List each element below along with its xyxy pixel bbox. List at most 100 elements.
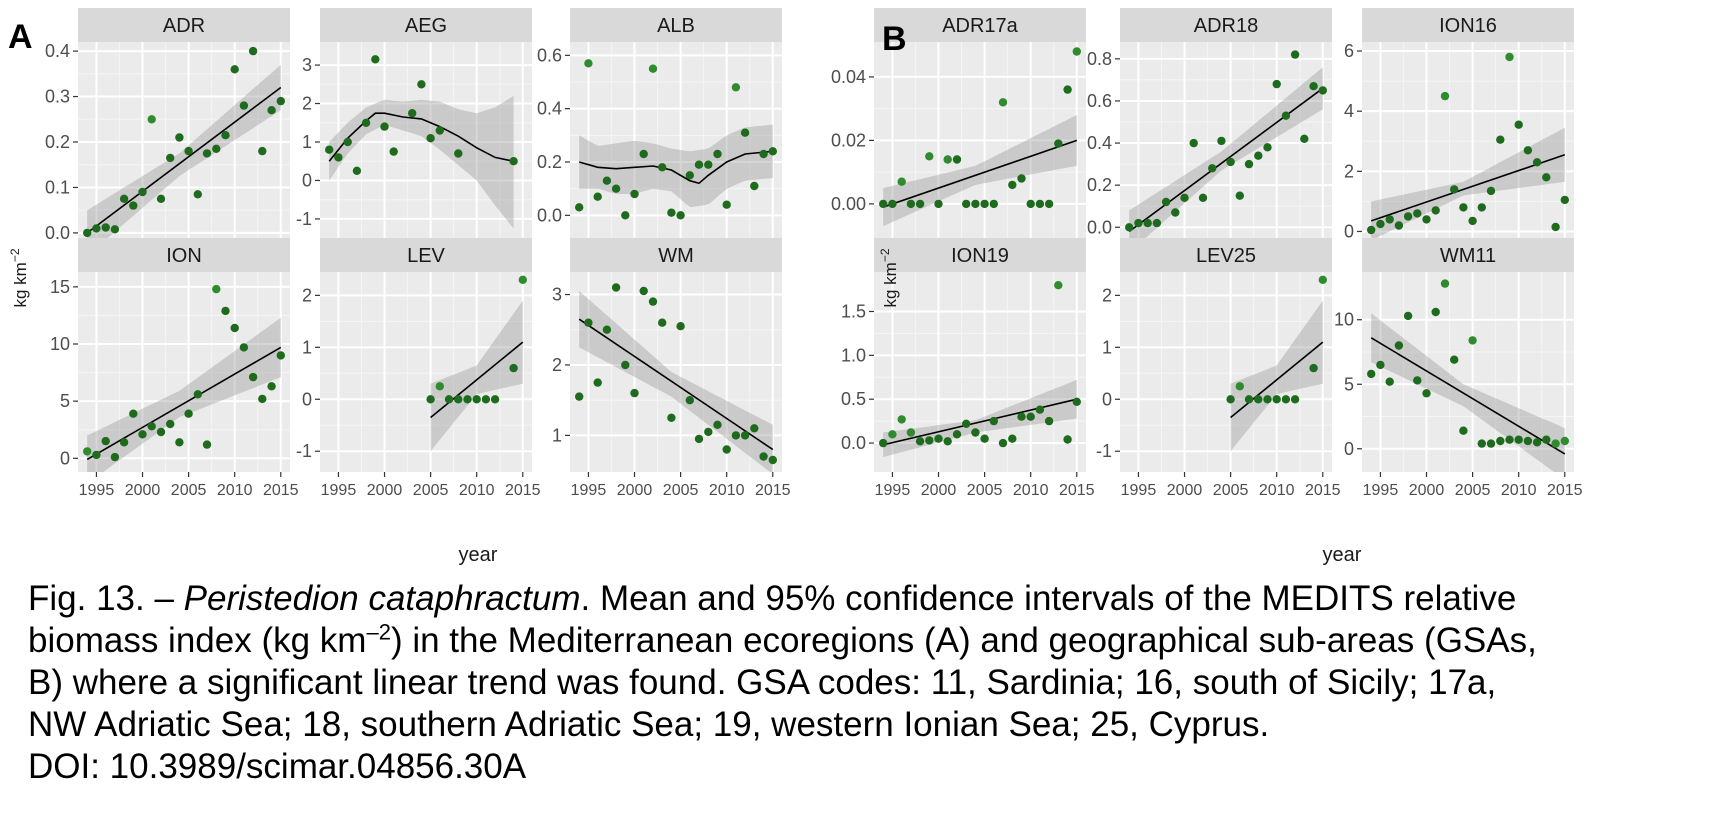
data-point	[1394, 221, 1404, 230]
facet-strip	[874, 238, 1086, 272]
data-point	[248, 372, 258, 382]
data-point	[722, 200, 731, 209]
data-point	[704, 427, 713, 437]
facet-strip	[78, 238, 290, 272]
y-axis-title-b-sup: −2	[878, 248, 892, 262]
data-point	[1431, 307, 1440, 317]
caption-line-1-rest: . Mean and 95% confidence intervals of t…	[580, 579, 1517, 618]
data-point	[943, 437, 952, 446]
y-tick-label: 0.8	[1087, 49, 1112, 69]
data-point	[119, 194, 129, 203]
data-point	[1523, 436, 1533, 446]
data-point	[129, 201, 138, 210]
y-tick-label: 0.02	[831, 130, 866, 150]
data-point	[138, 430, 147, 439]
facet-ion: ION 1995 2000 2005 2010 2015 0 5 10 15	[50, 238, 299, 499]
x-tick-label: 2000	[1167, 482, 1203, 499]
data-point	[83, 228, 92, 238]
confidence-band	[430, 300, 523, 452]
data-point	[759, 149, 768, 159]
data-point	[371, 55, 380, 64]
data-point	[101, 436, 110, 446]
data-point	[593, 378, 602, 387]
data-point	[490, 395, 500, 404]
data-point	[1063, 435, 1072, 444]
data-point	[952, 430, 962, 439]
data-point	[1134, 218, 1143, 228]
x-tick-label: 2000	[1409, 482, 1445, 499]
trend-line	[86, 86, 282, 234]
x-axis-title-a: year	[459, 544, 498, 566]
data-point	[1189, 138, 1198, 148]
facet-title: ALB	[657, 15, 695, 37]
x-axis-title-b: year	[1323, 544, 1362, 566]
data-point	[221, 306, 230, 316]
plot-panel	[874, 42, 1086, 242]
data-point	[1017, 412, 1026, 421]
y-tick-label: 3	[302, 55, 312, 75]
x-tick-label: 2005	[663, 482, 699, 499]
x-tick-label: 1995	[321, 482, 357, 499]
data-point	[1542, 435, 1551, 444]
data-point	[694, 434, 704, 444]
y-tick-label: 5	[1344, 374, 1354, 394]
data-point	[1486, 439, 1496, 448]
x-tick-label: 2005	[413, 482, 449, 499]
data-point	[1072, 47, 1082, 56]
x-tick-label: 2015	[505, 482, 541, 499]
data-point	[1208, 164, 1217, 173]
data-point	[593, 192, 602, 201]
y-axis-title-a: kg km−2	[8, 248, 30, 307]
facet-adr: ADR 0.0 0.1 0.2 0.3 0.4	[45, 8, 290, 247]
x-tick-label: 1995	[1363, 482, 1399, 499]
plot-panel	[1362, 42, 1574, 242]
y-tick-label: 0.6	[537, 45, 562, 65]
data-point	[481, 395, 491, 404]
trend-line	[883, 398, 1077, 446]
data-point	[221, 131, 230, 140]
y-axis-title-b: kg km−2	[878, 248, 900, 307]
facet-title: ADR18	[1194, 15, 1258, 37]
data-point	[1263, 143, 1272, 152]
data-point	[361, 118, 371, 128]
caption-line-2-a: biomass index (kg km	[28, 621, 367, 660]
y-tick-label: 15	[50, 277, 70, 297]
x-tick-label: 2005	[1455, 482, 1491, 499]
confidence-band	[87, 64, 281, 242]
data-point	[971, 199, 980, 209]
data-point	[1459, 426, 1468, 435]
facet-ion16: ION16 0 2 4 6	[1344, 8, 1574, 247]
data-point	[1198, 193, 1208, 202]
data-point	[1318, 86, 1328, 95]
data-point	[166, 419, 175, 429]
data-point	[472, 395, 481, 404]
data-point	[1244, 395, 1254, 404]
y-tick-label: -1	[1096, 441, 1112, 461]
data-point	[1171, 208, 1180, 217]
data-point	[1300, 134, 1309, 143]
data-point	[584, 59, 593, 68]
data-point	[1376, 360, 1385, 370]
data-point	[989, 199, 998, 209]
data-point	[897, 415, 906, 424]
data-point	[1514, 435, 1523, 444]
trend-line	[578, 318, 774, 451]
data-point	[658, 318, 667, 327]
facet-title: LEV	[407, 245, 445, 267]
data-point	[1440, 91, 1450, 101]
data-point	[1281, 395, 1291, 404]
confidence-band	[883, 115, 1077, 227]
data-point	[334, 153, 343, 162]
y-tick-label: 0	[60, 448, 70, 468]
facet-strip	[320, 8, 532, 42]
data-point	[1505, 52, 1514, 62]
y-tick-label: -1	[296, 209, 312, 229]
caption-line-1: Fig. 13. – Peristedion cataphractum. Mea…	[28, 578, 1718, 620]
data-point	[1403, 311, 1413, 321]
data-point	[239, 343, 249, 352]
data-point	[1044, 416, 1054, 426]
confidence-band	[579, 291, 773, 472]
data-point	[1272, 79, 1281, 89]
data-point	[1290, 50, 1300, 59]
data-point	[989, 416, 998, 426]
